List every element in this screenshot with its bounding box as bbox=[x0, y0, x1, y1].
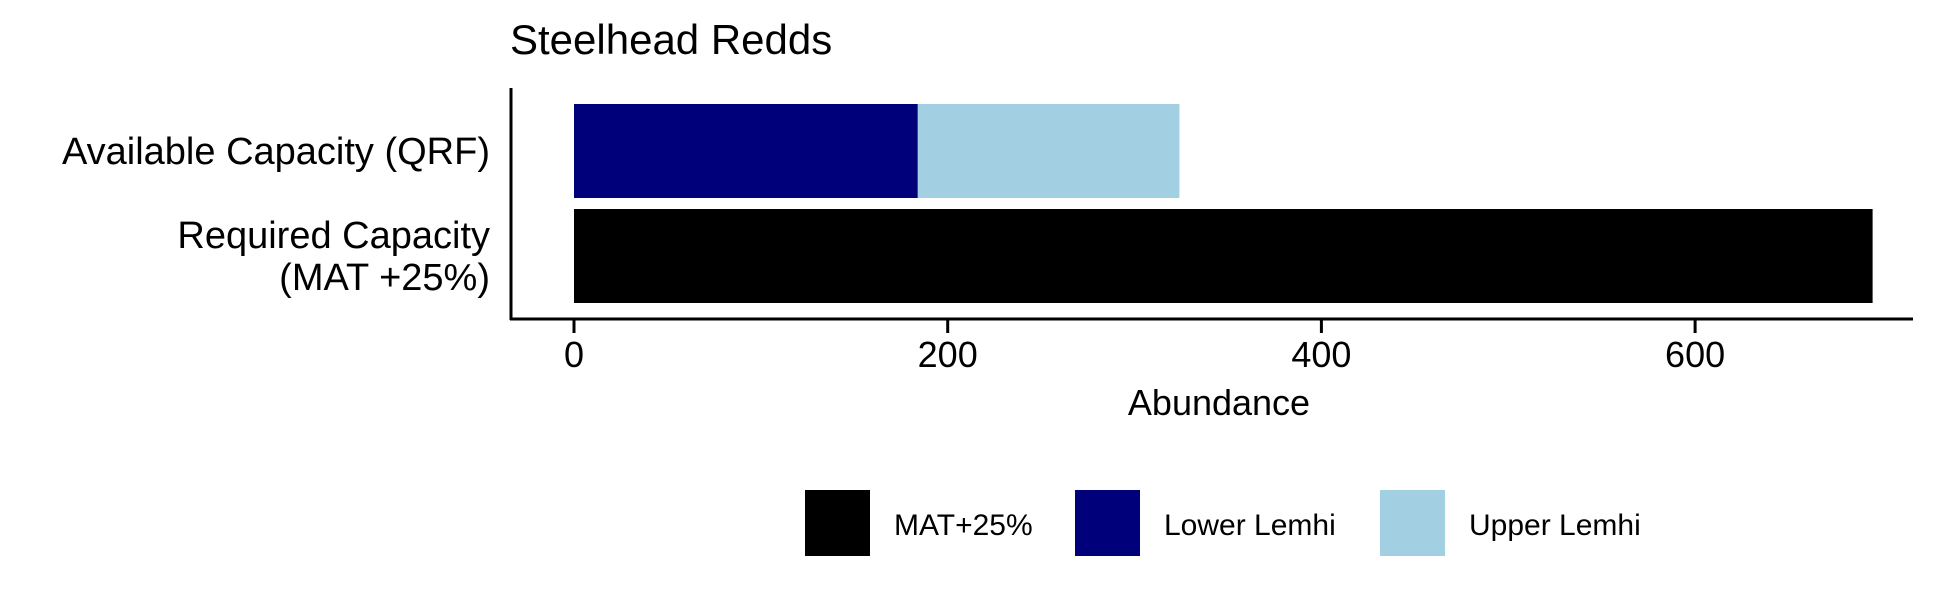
legend-swatch-upper-lemhi bbox=[1380, 490, 1445, 556]
bar-lower-lemhi-0 bbox=[574, 104, 918, 198]
x-tick-label-200: 200 bbox=[918, 334, 978, 375]
chart-title: Steelhead Redds bbox=[510, 16, 832, 63]
bars bbox=[574, 104, 1873, 303]
x-axis-ticks: 0 200 400 600 bbox=[564, 320, 1725, 375]
category-label-1-line-1: (MAT +25%) bbox=[279, 257, 490, 299]
legend-label-lower-lemhi: Lower Lemhi bbox=[1164, 509, 1336, 542]
legend-label-mat-25-: MAT+25% bbox=[894, 509, 1033, 542]
bar-upper-lemhi-0 bbox=[917, 104, 1180, 198]
y-axis-labels: Available Capacity (QRF) Required Capacit… bbox=[62, 131, 490, 299]
x-tick-label-600: 600 bbox=[1665, 334, 1725, 375]
legend-swatch-mat-25- bbox=[805, 490, 870, 556]
legend-swatch-lower-lemhi bbox=[1075, 490, 1140, 556]
x-axis-title: Abundance bbox=[1128, 382, 1310, 423]
x-tick-label-0: 0 bbox=[564, 334, 584, 375]
category-label-0-line-0: Available Capacity (QRF) bbox=[62, 131, 490, 173]
legend: MAT+25% Lower Lemhi Upper Lemhi bbox=[805, 490, 1641, 556]
legend-label-upper-lemhi: Upper Lemhi bbox=[1469, 509, 1641, 542]
x-tick-label-400: 400 bbox=[1291, 334, 1351, 375]
category-label-1-line-0: Required Capacity bbox=[177, 215, 490, 257]
bar-mat-25--1 bbox=[574, 209, 1873, 303]
